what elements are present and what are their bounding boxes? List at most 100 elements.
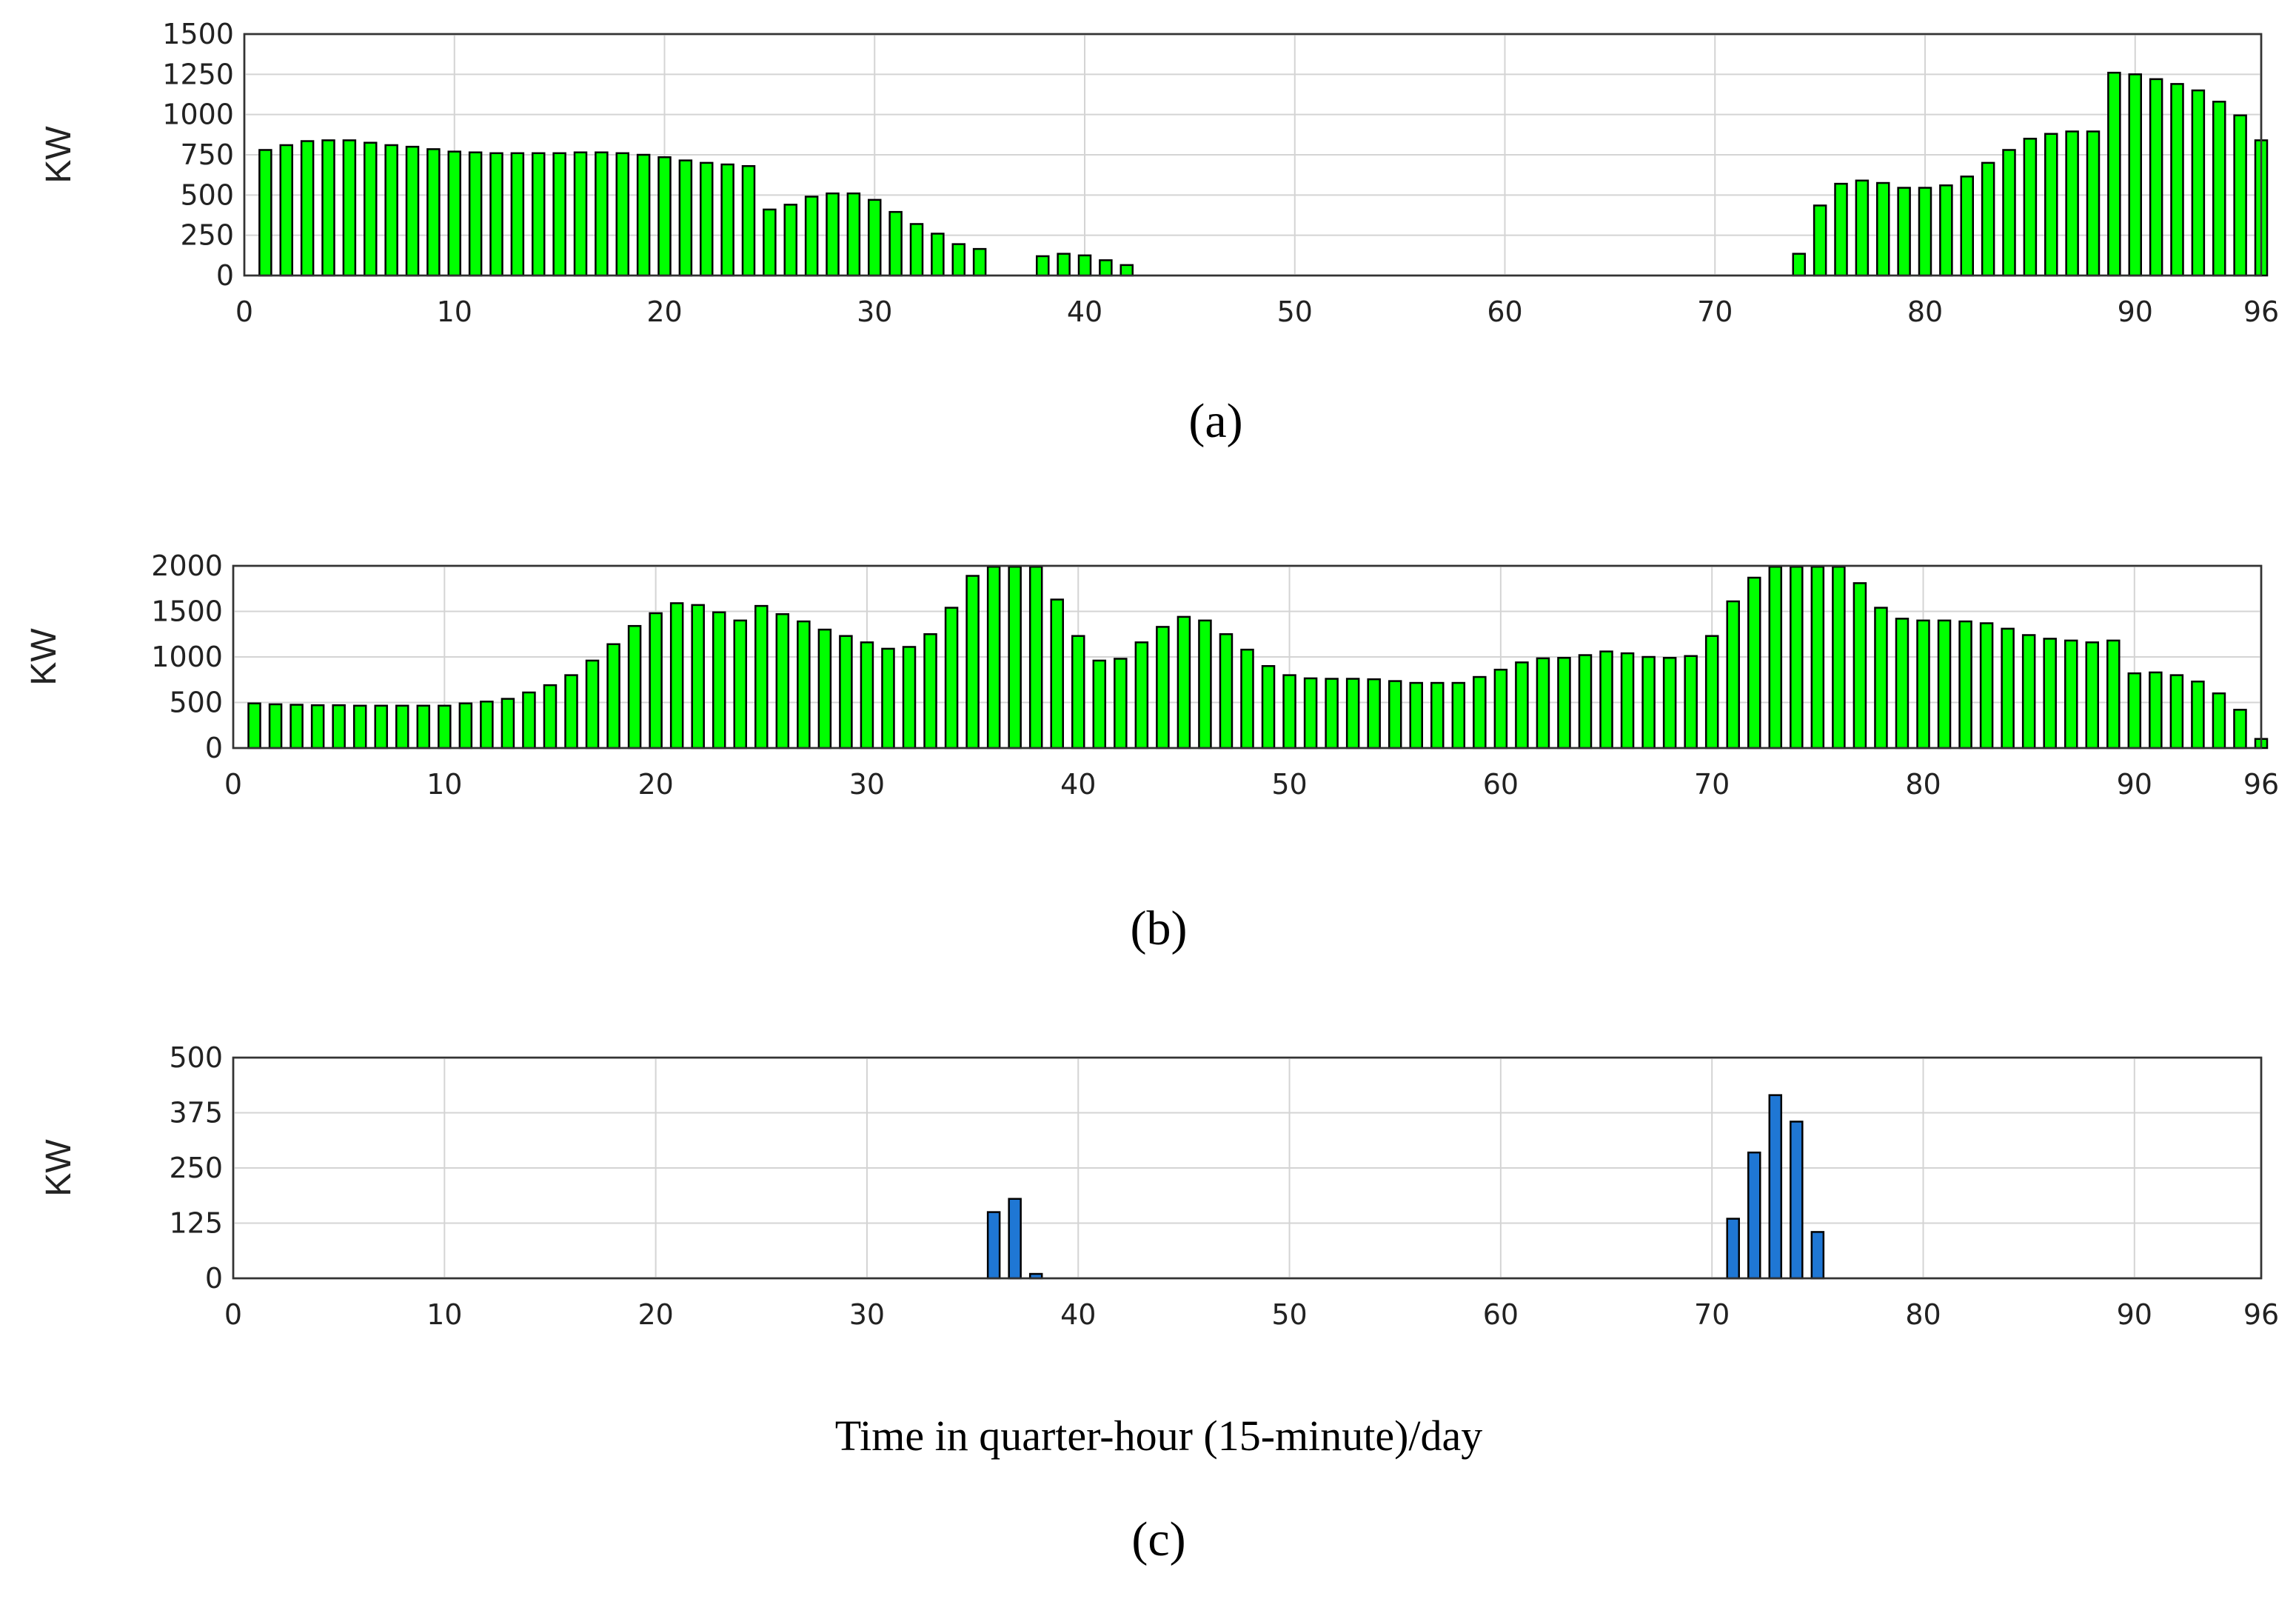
bar-b [2233,709,2247,750]
bar-a [657,156,672,277]
x-tick-label-c: 70 [1694,1298,1730,1331]
bar-b [1895,618,1910,750]
bar-b [1303,677,1318,750]
bar-c [1768,1094,1783,1280]
bar-b [480,701,494,750]
caption-a: (a) [1188,394,1242,448]
x-tick-label-c: 10 [426,1298,462,1331]
bar-a [573,151,588,277]
bar-a [804,196,819,277]
x-tick-label-c: 96 [2243,1298,2279,1331]
bar-b [1874,607,1888,750]
bar-b [860,641,874,750]
bar-a [2212,101,2226,277]
y-tick-label-b: 1000 [151,641,223,673]
bar-b [902,646,917,750]
bar-b [374,704,388,750]
bar-a [1834,182,1848,277]
bar-b [395,704,409,750]
bar-a [2191,89,2206,277]
bar-a [783,204,797,277]
x-tick-label-b: 10 [426,768,462,801]
x-tick-label-c: 30 [849,1298,885,1331]
bar-a [951,243,965,277]
y-axis-label-a: KW [39,126,78,184]
bar-a [321,139,335,277]
bar-a [2170,83,2184,277]
bar-c [1008,1198,1022,1280]
x-tick-label-c: 60 [1483,1298,1519,1331]
x-tick-label-b: 60 [1483,768,1519,801]
bar-b [352,704,367,750]
bar-b [438,704,452,750]
bar-b [1114,658,1128,750]
bar-b [1156,626,1170,750]
y-tick-label-a: 500 [180,178,234,211]
bar-b [1219,633,1234,750]
bar-a [279,144,293,277]
bar-b [1916,619,1930,750]
bar-b [839,635,853,750]
bar-a [720,163,734,277]
x-axis-title: Time in quarter-hour (15-minute)/day [835,1412,1483,1460]
bar-b [775,612,790,750]
bar-b [986,565,1001,750]
bar-b [1536,657,1550,750]
x-tick-label-a: 60 [1487,296,1522,328]
x-tick-label-a: 10 [437,296,472,328]
bar-a [678,159,693,277]
chart-b: 0 10 20 30 40 50 60 70 80 90 96 0 500 1000 1500 2000 KW [24,550,2279,801]
chart-c: 0 10 20 30 40 50 60 70 80 90 96 0 125 250 375 500 KW [39,1041,2279,1331]
bar-b [2043,638,2057,750]
bar-b [522,691,536,750]
bar-b [1704,635,1719,750]
bar-a [2065,130,2079,277]
x-tick-label-a: 40 [1067,296,1102,328]
bar-b [1028,565,1043,750]
y-tick-label-c: 500 [169,1041,223,1074]
bar-a [846,192,861,277]
bar-a [468,151,483,277]
bar-a [1939,184,1953,277]
bar-b [754,604,769,750]
bar-a [342,139,357,277]
bar-b [669,602,684,750]
bar-b [1641,655,1656,750]
y-axis-label-c: KW [39,1139,78,1197]
bar-b [501,698,515,750]
x-tick-label-b: 96 [2243,768,2279,801]
bar-a [2023,138,2038,277]
bar-a [1897,187,1911,277]
bar-b [1451,681,1466,750]
bar-b [564,674,578,750]
y-tick-label-a: 750 [180,138,234,171]
bar-b [416,704,431,750]
bar-b [1578,654,1593,750]
bar-a [384,144,398,277]
bar-b [1177,615,1191,750]
x-tick-label-a: 20 [646,296,682,328]
bar-b [1473,675,1487,750]
axes-border-c [232,1056,2263,1280]
bar-b [1282,674,1296,750]
bar-a [700,161,714,277]
bar-b [543,684,558,750]
bar-b [2106,639,2121,750]
x-tick-label-c: 40 [1060,1298,1096,1331]
bar-a [1960,176,1974,277]
bar-b [1240,648,1254,750]
x-tick-label-b: 80 [1905,768,1941,801]
chart-a: 0 10 20 30 40 50 60 70 80 90 96 0 250 500 750 1000 1250 1… [39,18,2279,328]
bar-b [733,619,747,750]
bar-b [2149,671,2163,750]
bar-b [1345,678,1360,750]
x-tick-label-c: 50 [1271,1298,1307,1331]
y-tick-label-b: 0 [205,732,223,764]
x-tick-label-b: 90 [2117,768,2152,801]
y-tick-label-c: 375 [169,1097,223,1129]
y-tick-label-a: 1500 [162,18,234,50]
x-tick-label-c: 90 [2117,1298,2152,1331]
y-tick-label-c: 250 [169,1152,223,1184]
bar-c [986,1211,1001,1280]
